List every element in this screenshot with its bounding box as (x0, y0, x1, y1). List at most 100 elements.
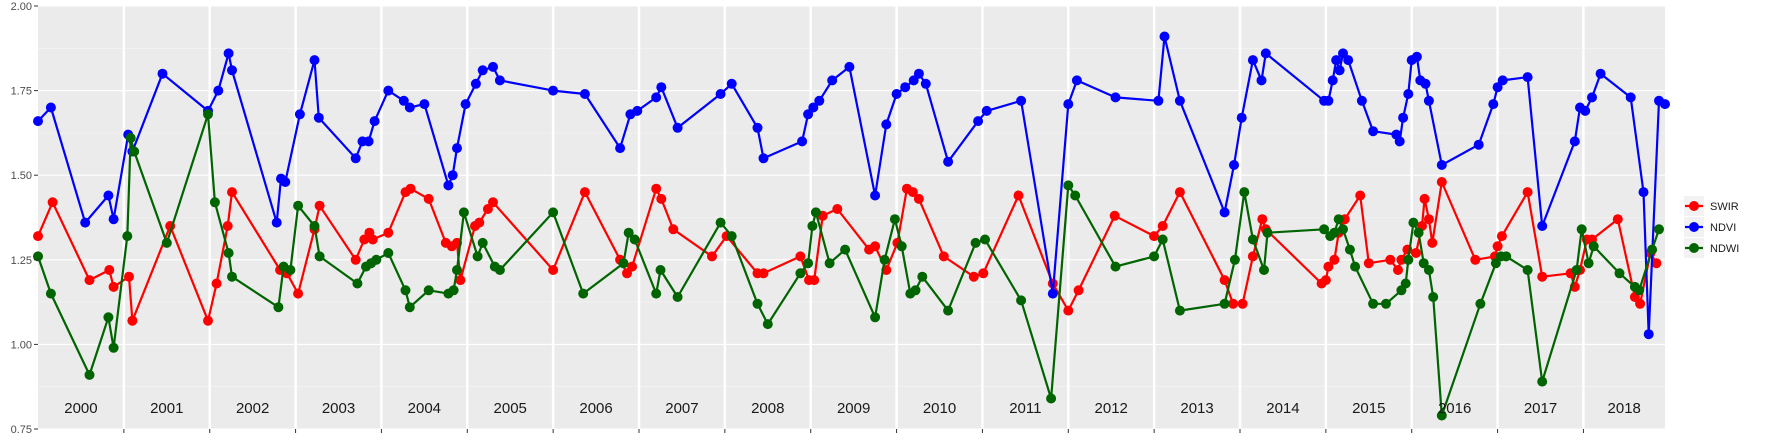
data-point-ndwi (1614, 268, 1625, 279)
data-point-ndwi (943, 305, 954, 316)
y-tick-label: 1.25 (11, 255, 32, 267)
data-point-swir (758, 268, 769, 279)
data-point-ndwi (223, 248, 234, 258)
data-point-swir (383, 227, 394, 238)
data-point-swir (222, 221, 233, 231)
year-label: 2002 (236, 400, 269, 417)
data-point-swir (211, 278, 222, 289)
y-axis: 0.75 1.00 1.25 1.50 1.75 2.00 (11, 1, 1584, 436)
data-point-swir (1013, 190, 1024, 201)
y-tick-label: 2.00 (11, 1, 32, 13)
data-point-ndwi (840, 244, 851, 255)
data-point-ndvi (758, 153, 769, 164)
data-point-ndwi (1634, 285, 1645, 296)
data-point-ndwi (896, 241, 907, 252)
data-point-ndwi (494, 265, 505, 275)
data-point-ndwi (371, 254, 382, 265)
data-point-ndvi (1256, 75, 1267, 86)
data-point-swir (579, 187, 590, 198)
year-label: 2001 (150, 400, 183, 417)
series-ndwi (33, 109, 1664, 421)
data-point-swir (227, 187, 237, 198)
data-point-ndvi (1219, 207, 1230, 218)
data-point-ndwi (824, 258, 835, 269)
data-point-ndwi (1418, 258, 1429, 269)
data-point-ndvi (656, 82, 667, 93)
data-point-ndwi (1475, 298, 1486, 309)
data-point-ndwi (1428, 292, 1439, 302)
data-point-ndvi (1236, 112, 1247, 123)
data-point-ndvi (1260, 48, 1271, 59)
data-point-ndwi (161, 237, 172, 248)
data-point-swir (423, 193, 434, 204)
data-point-ndwi (1239, 187, 1250, 198)
data-point-ndwi (655, 265, 666, 275)
y-tick-label: 1.75 (11, 86, 32, 98)
year-label: 2013 (1180, 400, 1213, 417)
data-point-ndvi (452, 143, 462, 154)
data-point-ndwi (1501, 251, 1512, 262)
data-point-swir (707, 251, 717, 262)
data-point-ndwi (472, 251, 483, 262)
data-point-swir (1496, 231, 1507, 242)
data-point-swir (870, 241, 881, 252)
data-point-ndwi (1333, 214, 1344, 225)
data-point-ndwi (1063, 180, 1074, 191)
data-point-ndwi (1247, 234, 1258, 245)
data-point-ndvi (1071, 75, 1082, 86)
data-point-ndvi (1110, 92, 1121, 103)
data-point-ndvi (1595, 68, 1606, 79)
data-point-ndvi (1420, 78, 1431, 89)
data-point-ndvi (383, 85, 394, 96)
data-point-ndvi (1327, 75, 1338, 86)
data-point-swir (1436, 177, 1447, 187)
data-point-ndvi (1411, 51, 1422, 62)
data-point-swir (1522, 187, 1533, 198)
data-point-swir (1323, 261, 1334, 272)
data-point-ndvi (313, 112, 324, 123)
data-point-ndwi (1174, 305, 1185, 316)
data-point-ndvi (470, 78, 481, 89)
data-point-ndwi (1229, 254, 1240, 265)
legend-key-point (1689, 201, 1699, 211)
data-point-ndwi (122, 231, 133, 242)
data-point-ndwi (651, 288, 662, 299)
data-point-ndvi (460, 99, 471, 110)
data-point-ndvi (1497, 75, 1508, 86)
year-label: 2014 (1266, 400, 1299, 417)
data-point-ndwi (715, 217, 726, 228)
data-point-ndwi (795, 268, 806, 279)
data-point-swir (627, 261, 638, 272)
data-point-ndvi (350, 153, 361, 164)
data-point-ndwi (293, 200, 304, 211)
data-point-ndwi (1403, 254, 1414, 265)
data-point-ndwi (423, 285, 434, 296)
data-point-swir (809, 275, 820, 286)
data-point-ndwi (1571, 265, 1582, 275)
data-point-ndvi (1356, 95, 1367, 106)
data-point-swir (488, 197, 498, 208)
data-point-ndvi (827, 75, 838, 86)
data-point-swir (33, 231, 43, 242)
data-point-ndvi (981, 105, 992, 116)
data-point-ndwi (1319, 224, 1330, 235)
series-swir (33, 177, 1662, 326)
data-point-swir (1492, 241, 1503, 252)
series-line-ndwi (36, 113, 1661, 417)
data-point-ndwi (400, 285, 411, 296)
data-point-ndwi (227, 271, 237, 282)
data-point-ndvi (1580, 105, 1591, 116)
data-point-swir (1237, 298, 1248, 309)
data-point-ndvi (632, 105, 643, 116)
data-point-ndwi (108, 342, 119, 353)
data-point-ndvi (715, 89, 726, 99)
data-point-ndwi (383, 248, 394, 258)
data-point-ndvi (579, 89, 590, 99)
year-label: 2000 (64, 400, 97, 417)
data-point-ndvi (726, 78, 737, 89)
series-layer (33, 31, 1670, 421)
data-point-ndwi (1344, 244, 1355, 255)
data-point-ndvi (651, 92, 662, 103)
data-point-ndwi (33, 251, 43, 262)
data-point-swir (1411, 248, 1421, 258)
